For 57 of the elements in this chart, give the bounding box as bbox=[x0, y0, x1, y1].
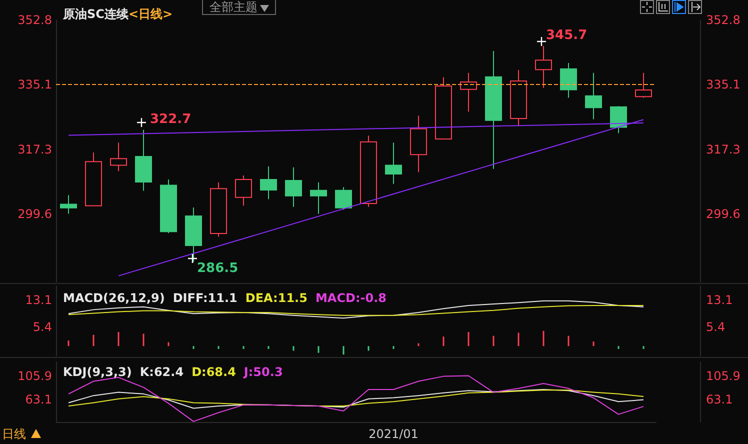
candlestick bbox=[335, 186, 352, 210]
annotation: 322.7 bbox=[150, 112, 192, 127]
annotation: 286.5 bbox=[197, 261, 238, 276]
candlestick bbox=[210, 182, 227, 238]
candlestick bbox=[285, 166, 302, 208]
text: J:50.3 bbox=[242, 365, 283, 379]
chart-subtitle: <日线> bbox=[128, 7, 173, 21]
candlestick bbox=[585, 72, 602, 120]
candlestick bbox=[410, 115, 427, 173]
y2-tick-label: 317.3 bbox=[706, 142, 740, 157]
line-series bbox=[68, 304, 644, 316]
candlestick bbox=[360, 135, 377, 208]
y-tick-label: 335.1 bbox=[18, 78, 52, 92]
y-tick-label: 105.9 bbox=[18, 368, 52, 383]
series-label: K:62.4 bbox=[140, 365, 184, 379]
x-tick-label: 2021/01 bbox=[368, 427, 418, 441]
y2-tick-label: 63.1 bbox=[706, 392, 733, 406]
candlestick bbox=[260, 166, 277, 200]
y2-tick-label: 5.4 bbox=[706, 320, 726, 334]
candlestick bbox=[85, 152, 102, 206]
text: 全部主题 bbox=[210, 0, 258, 14]
candlestick bbox=[135, 129, 152, 192]
candlestick bbox=[110, 142, 127, 172]
series-label: D:68.4 bbox=[192, 365, 236, 379]
y2-tick-label: 13.1 bbox=[706, 292, 733, 307]
y-tick-label: 63.1 bbox=[25, 392, 52, 406]
chart-title: MACD(26,12,9) bbox=[63, 291, 165, 305]
candlestick bbox=[635, 72, 652, 98]
y-tick-label: 5.4 bbox=[32, 320, 52, 334]
y-tick-label: 352.8 bbox=[18, 13, 52, 27]
candlestick bbox=[560, 62, 577, 98]
series-label: DEA:11.5 bbox=[245, 291, 308, 305]
candlestick bbox=[235, 174, 252, 206]
y2-tick-label: 105.9 bbox=[706, 368, 740, 383]
candlestick bbox=[385, 142, 402, 184]
candlestick bbox=[185, 207, 202, 262]
annotation: 345.7 bbox=[546, 28, 588, 43]
y2-tick-label: 352.8 bbox=[706, 13, 740, 27]
candlestick bbox=[310, 182, 327, 214]
candlestick bbox=[535, 45, 552, 88]
candlestick bbox=[60, 194, 77, 214]
candlestick bbox=[435, 76, 452, 140]
y-tick-label: 317.3 bbox=[18, 142, 52, 157]
y-tick-label: 299.6 bbox=[18, 207, 52, 222]
candlestick bbox=[160, 178, 177, 234]
candlestick bbox=[510, 69, 527, 126]
y2-tick-label: 335.1 bbox=[706, 78, 740, 92]
text: 日线 bbox=[2, 427, 26, 441]
y2-tick-label: 299.6 bbox=[706, 207, 740, 222]
y-tick-label: 13.1 bbox=[25, 292, 52, 307]
chart-title: KDJ(9,3,3) bbox=[63, 365, 132, 379]
candlestick bbox=[460, 72, 477, 112]
chart-title: 原油SC连续 bbox=[62, 7, 130, 21]
candlestick bbox=[485, 50, 502, 170]
series-label: DIFF:11.1 bbox=[172, 291, 238, 305]
annotation: MACD:-0.8 bbox=[315, 291, 387, 305]
candlestick bbox=[610, 106, 627, 134]
